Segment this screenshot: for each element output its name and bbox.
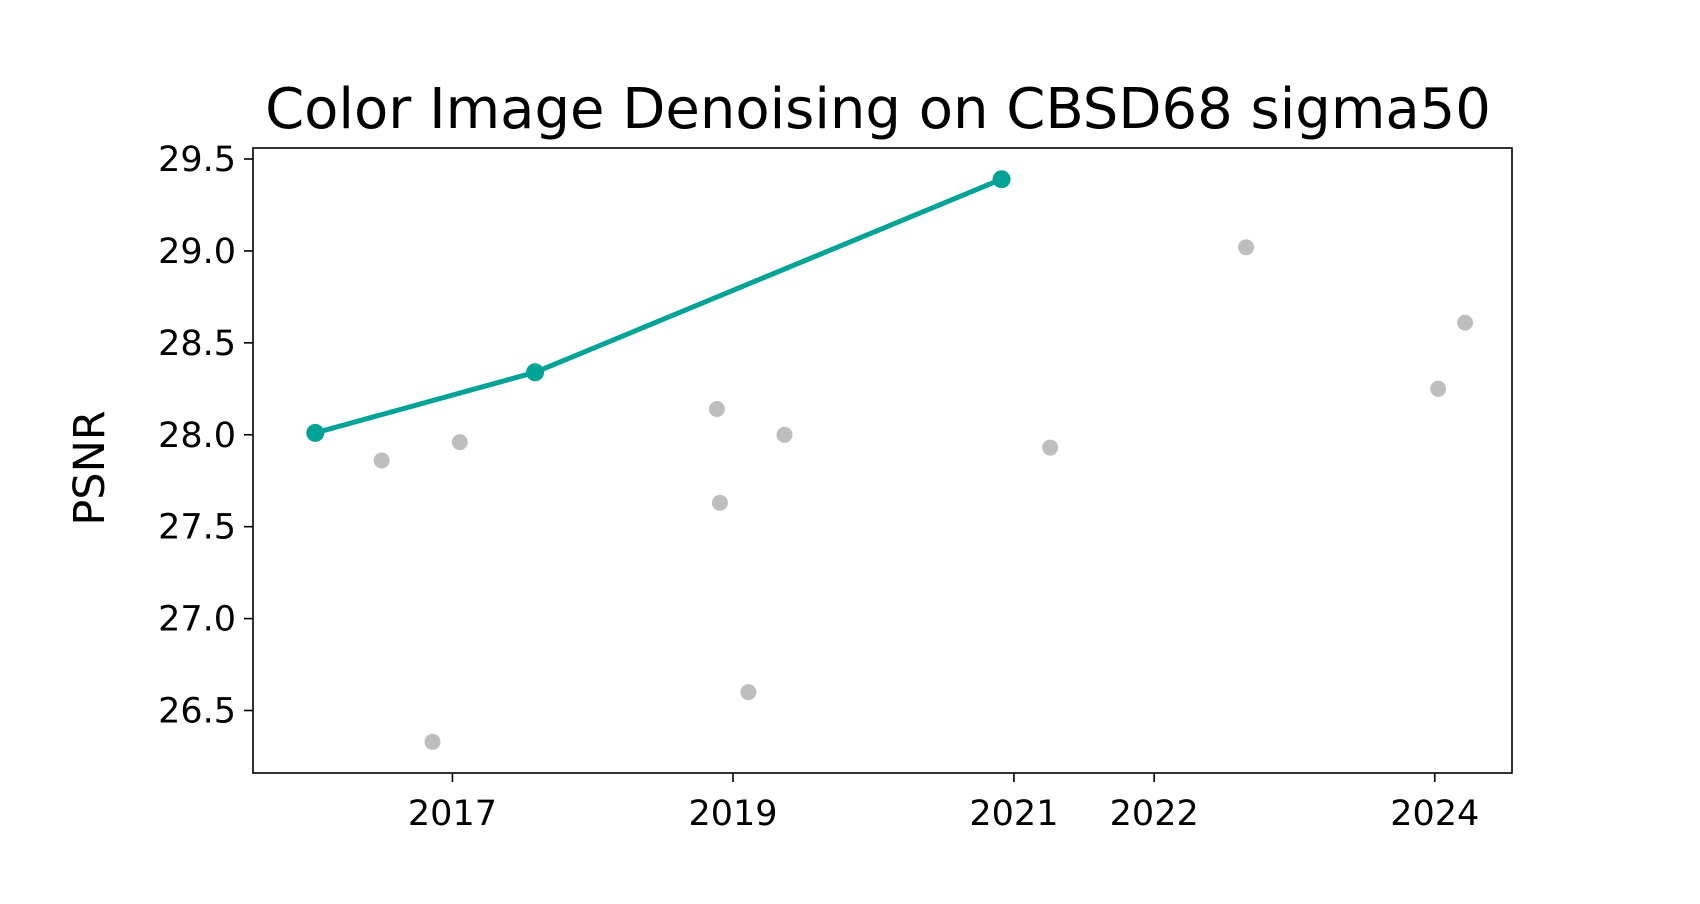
sota-point bbox=[992, 170, 1011, 189]
y-tick-label: 28.5 bbox=[158, 324, 236, 364]
data-point bbox=[424, 733, 441, 750]
plot-frame bbox=[252, 147, 1513, 774]
chart-title: Color Image Denoising on CBSD68 sigma50 bbox=[265, 77, 1491, 142]
y-tick-label: 26.5 bbox=[158, 692, 236, 732]
y-tick-label: 27.5 bbox=[158, 508, 236, 548]
x-tick-label: 2017 bbox=[408, 794, 497, 834]
y-tick-label: 29.0 bbox=[158, 232, 236, 272]
data-point bbox=[740, 684, 757, 701]
data-point bbox=[711, 494, 728, 511]
data-point bbox=[776, 426, 793, 443]
data-point bbox=[1430, 380, 1447, 397]
x-tick-label: 2022 bbox=[1110, 794, 1199, 834]
x-tick-label: 2024 bbox=[1390, 794, 1479, 834]
y-tick-label: 29.5 bbox=[158, 140, 236, 180]
data-point bbox=[1042, 439, 1059, 456]
data-point bbox=[708, 401, 725, 417]
sota-point bbox=[526, 363, 545, 382]
data-point bbox=[373, 452, 390, 469]
y-axis-label: PSNR bbox=[65, 410, 115, 525]
y-tick-label: 28.0 bbox=[158, 416, 236, 456]
data-point bbox=[1238, 239, 1255, 256]
y-tick-label: 27.0 bbox=[158, 600, 236, 640]
x-tick-label: 2021 bbox=[969, 794, 1058, 834]
data-point bbox=[451, 434, 468, 451]
plot-area: 26.5 27.0 27.5 28.0 28.5 29.0 29.5 2017 2019 2021… bbox=[158, 140, 1513, 834]
series-line bbox=[312, 176, 1005, 436]
data-point bbox=[1457, 314, 1474, 331]
sota-point bbox=[306, 423, 325, 442]
x-tick-label: 2019 bbox=[688, 794, 777, 834]
